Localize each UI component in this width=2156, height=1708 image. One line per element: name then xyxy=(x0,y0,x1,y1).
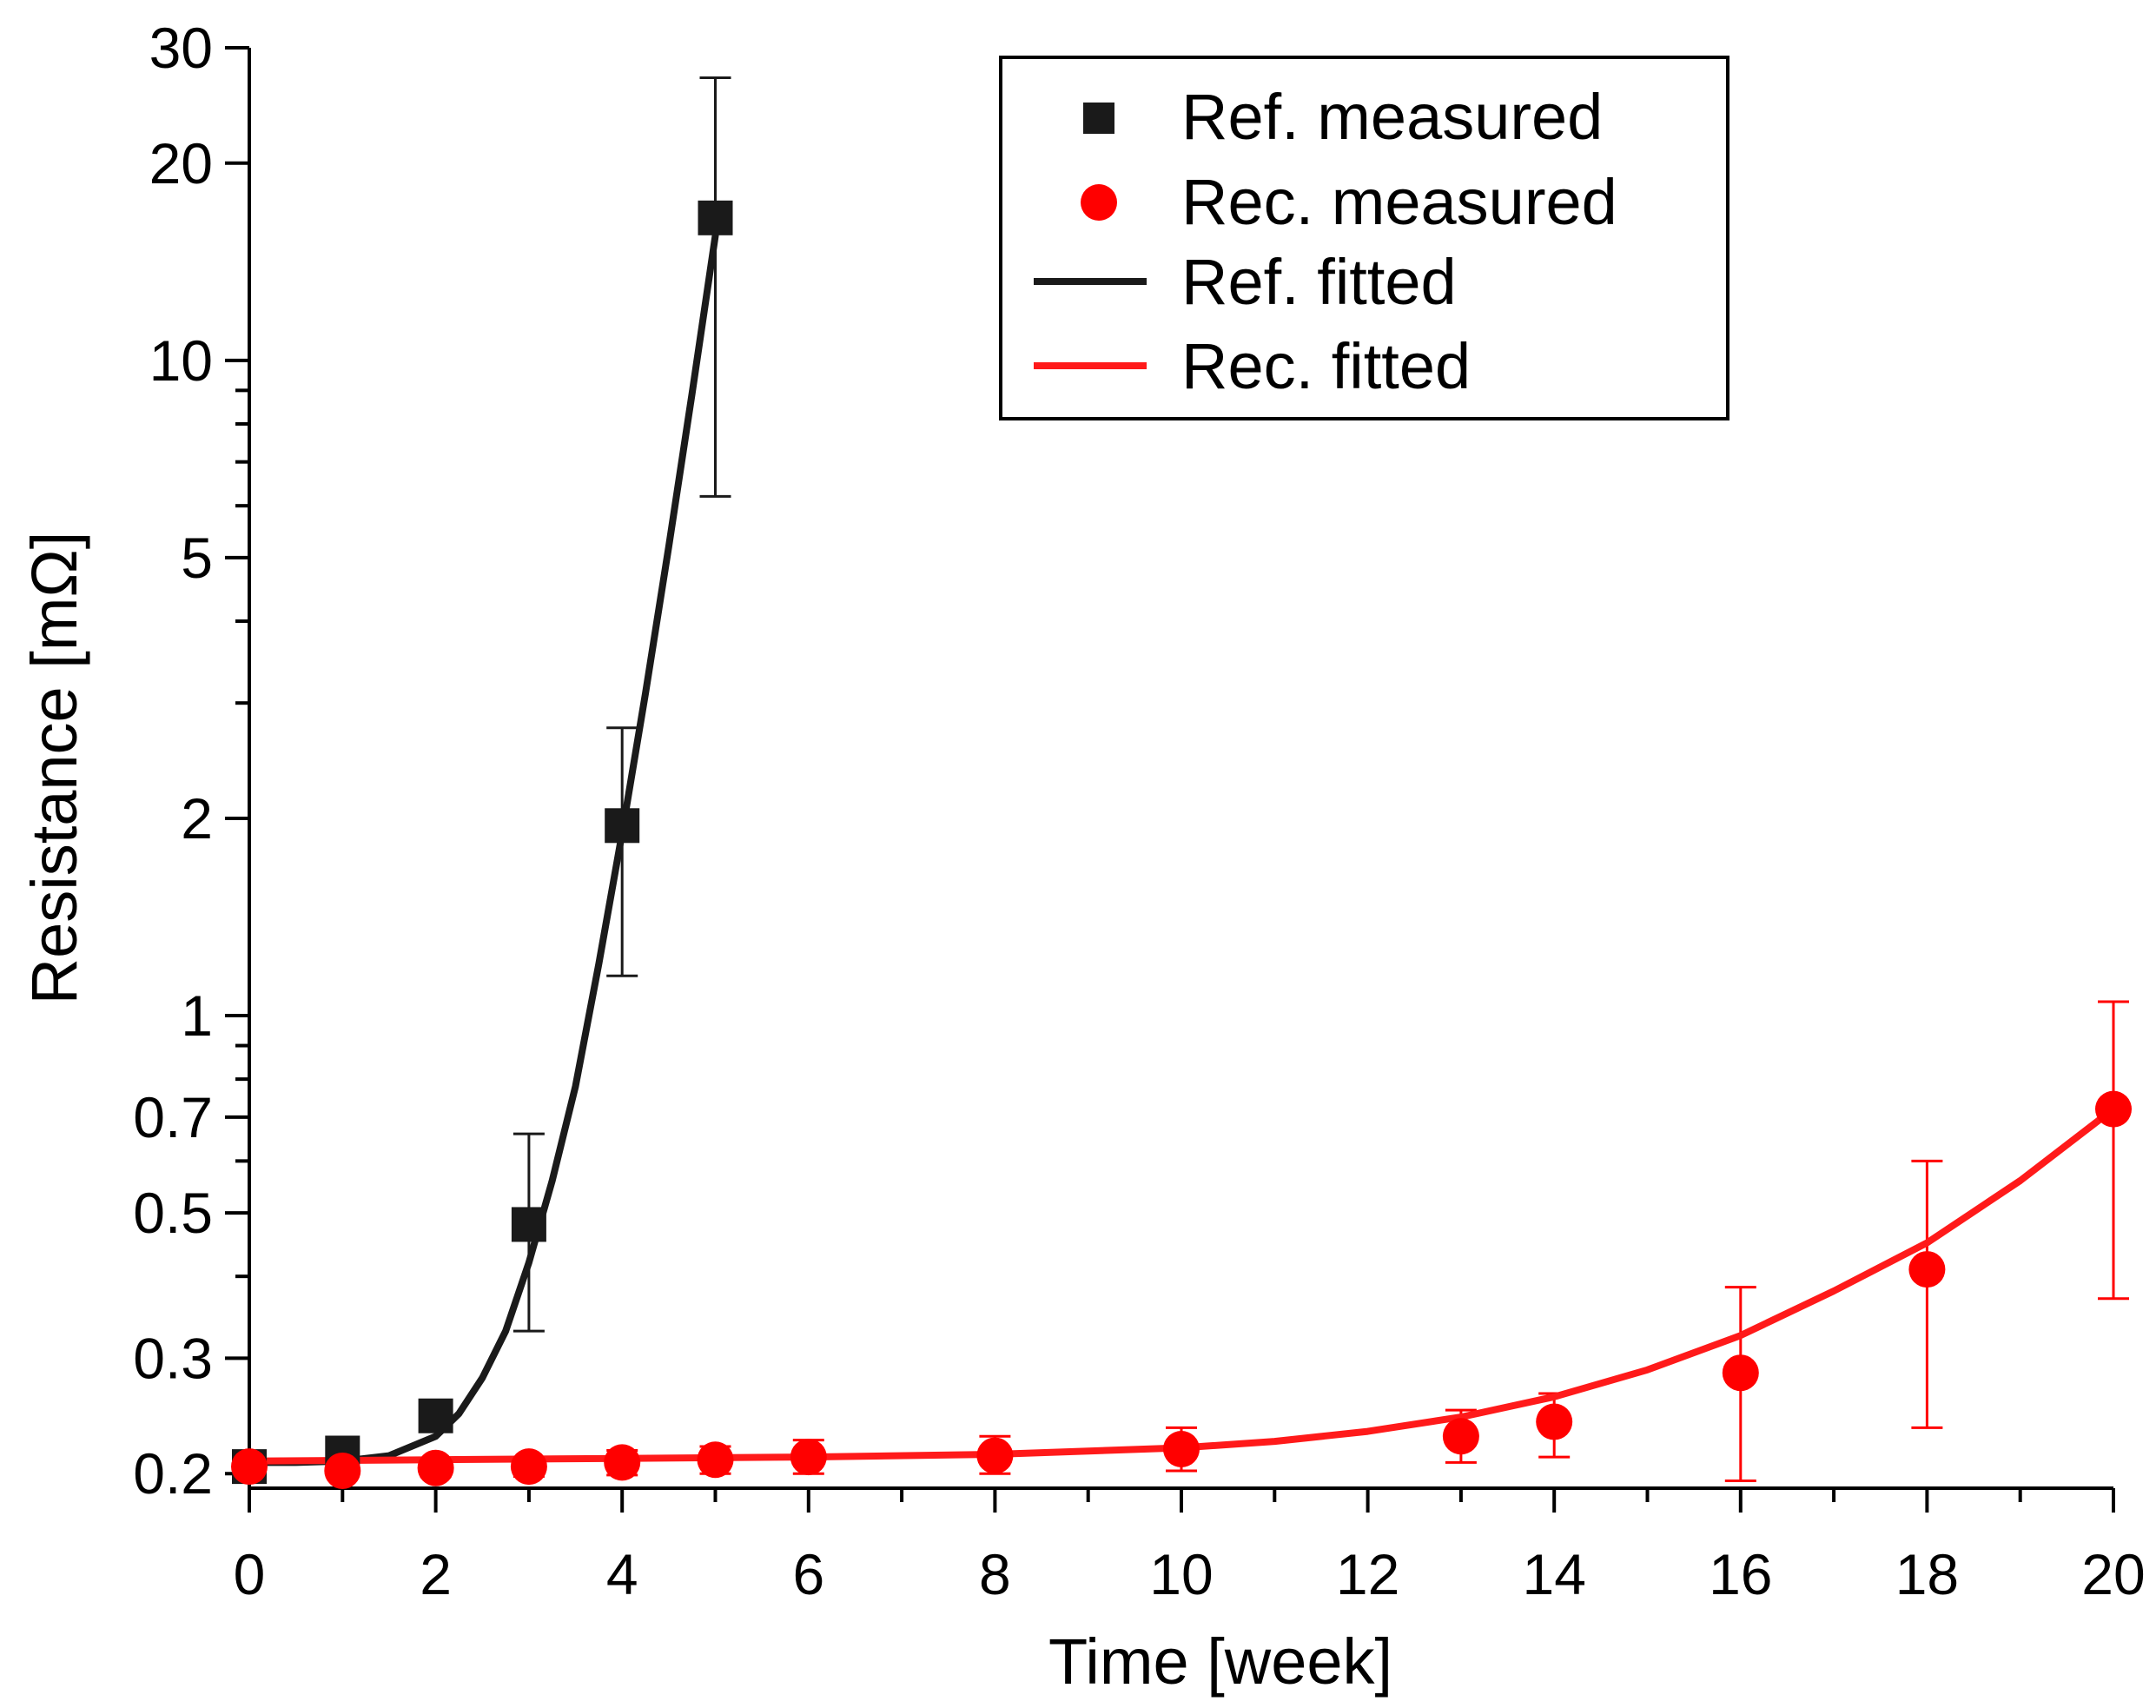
legend-label-rec-measured: Rec. measured xyxy=(1181,166,1617,238)
legend-label-ref-measured: Ref. measured xyxy=(1181,81,1603,153)
ref-measured-point xyxy=(605,808,640,844)
ref-measured-point xyxy=(511,1207,546,1242)
x-tick-label: 8 xyxy=(979,1542,1011,1606)
x-tick-label: 18 xyxy=(1895,1542,1959,1606)
x-tick-label: 2 xyxy=(420,1542,452,1606)
rec-measured-point xyxy=(1163,1430,1200,1467)
rec-measured-point xyxy=(697,1441,734,1479)
rec-measured-point xyxy=(231,1448,268,1486)
x-tick-label: 10 xyxy=(1149,1542,1213,1606)
series-layer xyxy=(231,76,2132,1489)
rec-measured-point xyxy=(324,1452,361,1489)
legend-label-rec-fitted: Rec. fitted xyxy=(1181,330,1471,402)
rec-measured-point xyxy=(510,1448,547,1486)
x-tick-label: 6 xyxy=(792,1542,824,1606)
rec-measured-point xyxy=(976,1437,1014,1474)
x-tick-label: 14 xyxy=(1522,1542,1585,1606)
y-tick-label: 1 xyxy=(181,983,213,1048)
ref-fitted-line xyxy=(246,232,719,1466)
ref-measured-point xyxy=(698,200,733,235)
legend-box xyxy=(999,56,1729,420)
legend-label-ref-fitted: Ref. fitted xyxy=(1181,246,1457,318)
rec-measured-point xyxy=(1536,1403,1573,1440)
rec-measured-point xyxy=(417,1449,454,1486)
legend-symbol-rec-measured xyxy=(1081,184,1117,221)
rec-measured-point xyxy=(604,1444,641,1481)
rec-measured-point xyxy=(1442,1418,1479,1455)
legend-symbol-ref-measured xyxy=(1083,103,1114,134)
y-tick-label: 20 xyxy=(149,131,213,195)
y-ticks: 0.2 0.3 0.5 0.7 1 2 5 10 20 30 xyxy=(133,16,249,1506)
x-tick-label: 0 xyxy=(234,1542,266,1606)
y-tick-label: 0.3 xyxy=(133,1326,213,1390)
y-tick-label: 30 xyxy=(149,16,213,80)
y-axis-title: Resistance [mΩ] xyxy=(18,532,90,1005)
y-tick-label: 0.2 xyxy=(133,1441,213,1506)
ref-measured-point xyxy=(418,1398,453,1433)
rec-measured-point xyxy=(1908,1251,1946,1288)
x-tick-label: 12 xyxy=(1336,1542,1399,1606)
y-tick-label: 0.5 xyxy=(133,1181,213,1245)
x-tick-label: 16 xyxy=(1709,1542,1772,1606)
y-tick-label: 10 xyxy=(149,328,213,393)
rec-measured-point xyxy=(790,1439,827,1476)
y-tick-label: 5 xyxy=(181,526,213,590)
y-tick-label: 0.7 xyxy=(133,1085,213,1149)
x-tick-label: 4 xyxy=(606,1542,638,1606)
x-tick-label: 20 xyxy=(2081,1542,2145,1606)
x-axis-title: Time [week] xyxy=(1048,1625,1392,1698)
rec-measured-point xyxy=(2095,1090,2132,1128)
rec-measured-point xyxy=(1722,1354,1759,1392)
y-tick-label: 2 xyxy=(181,786,213,851)
legend: Ref. measured Rec. measured Ref. fitted … xyxy=(999,56,1729,420)
x-ticks: 0 2 4 6 8 10 12 14 16 18 20 xyxy=(234,1488,2146,1606)
